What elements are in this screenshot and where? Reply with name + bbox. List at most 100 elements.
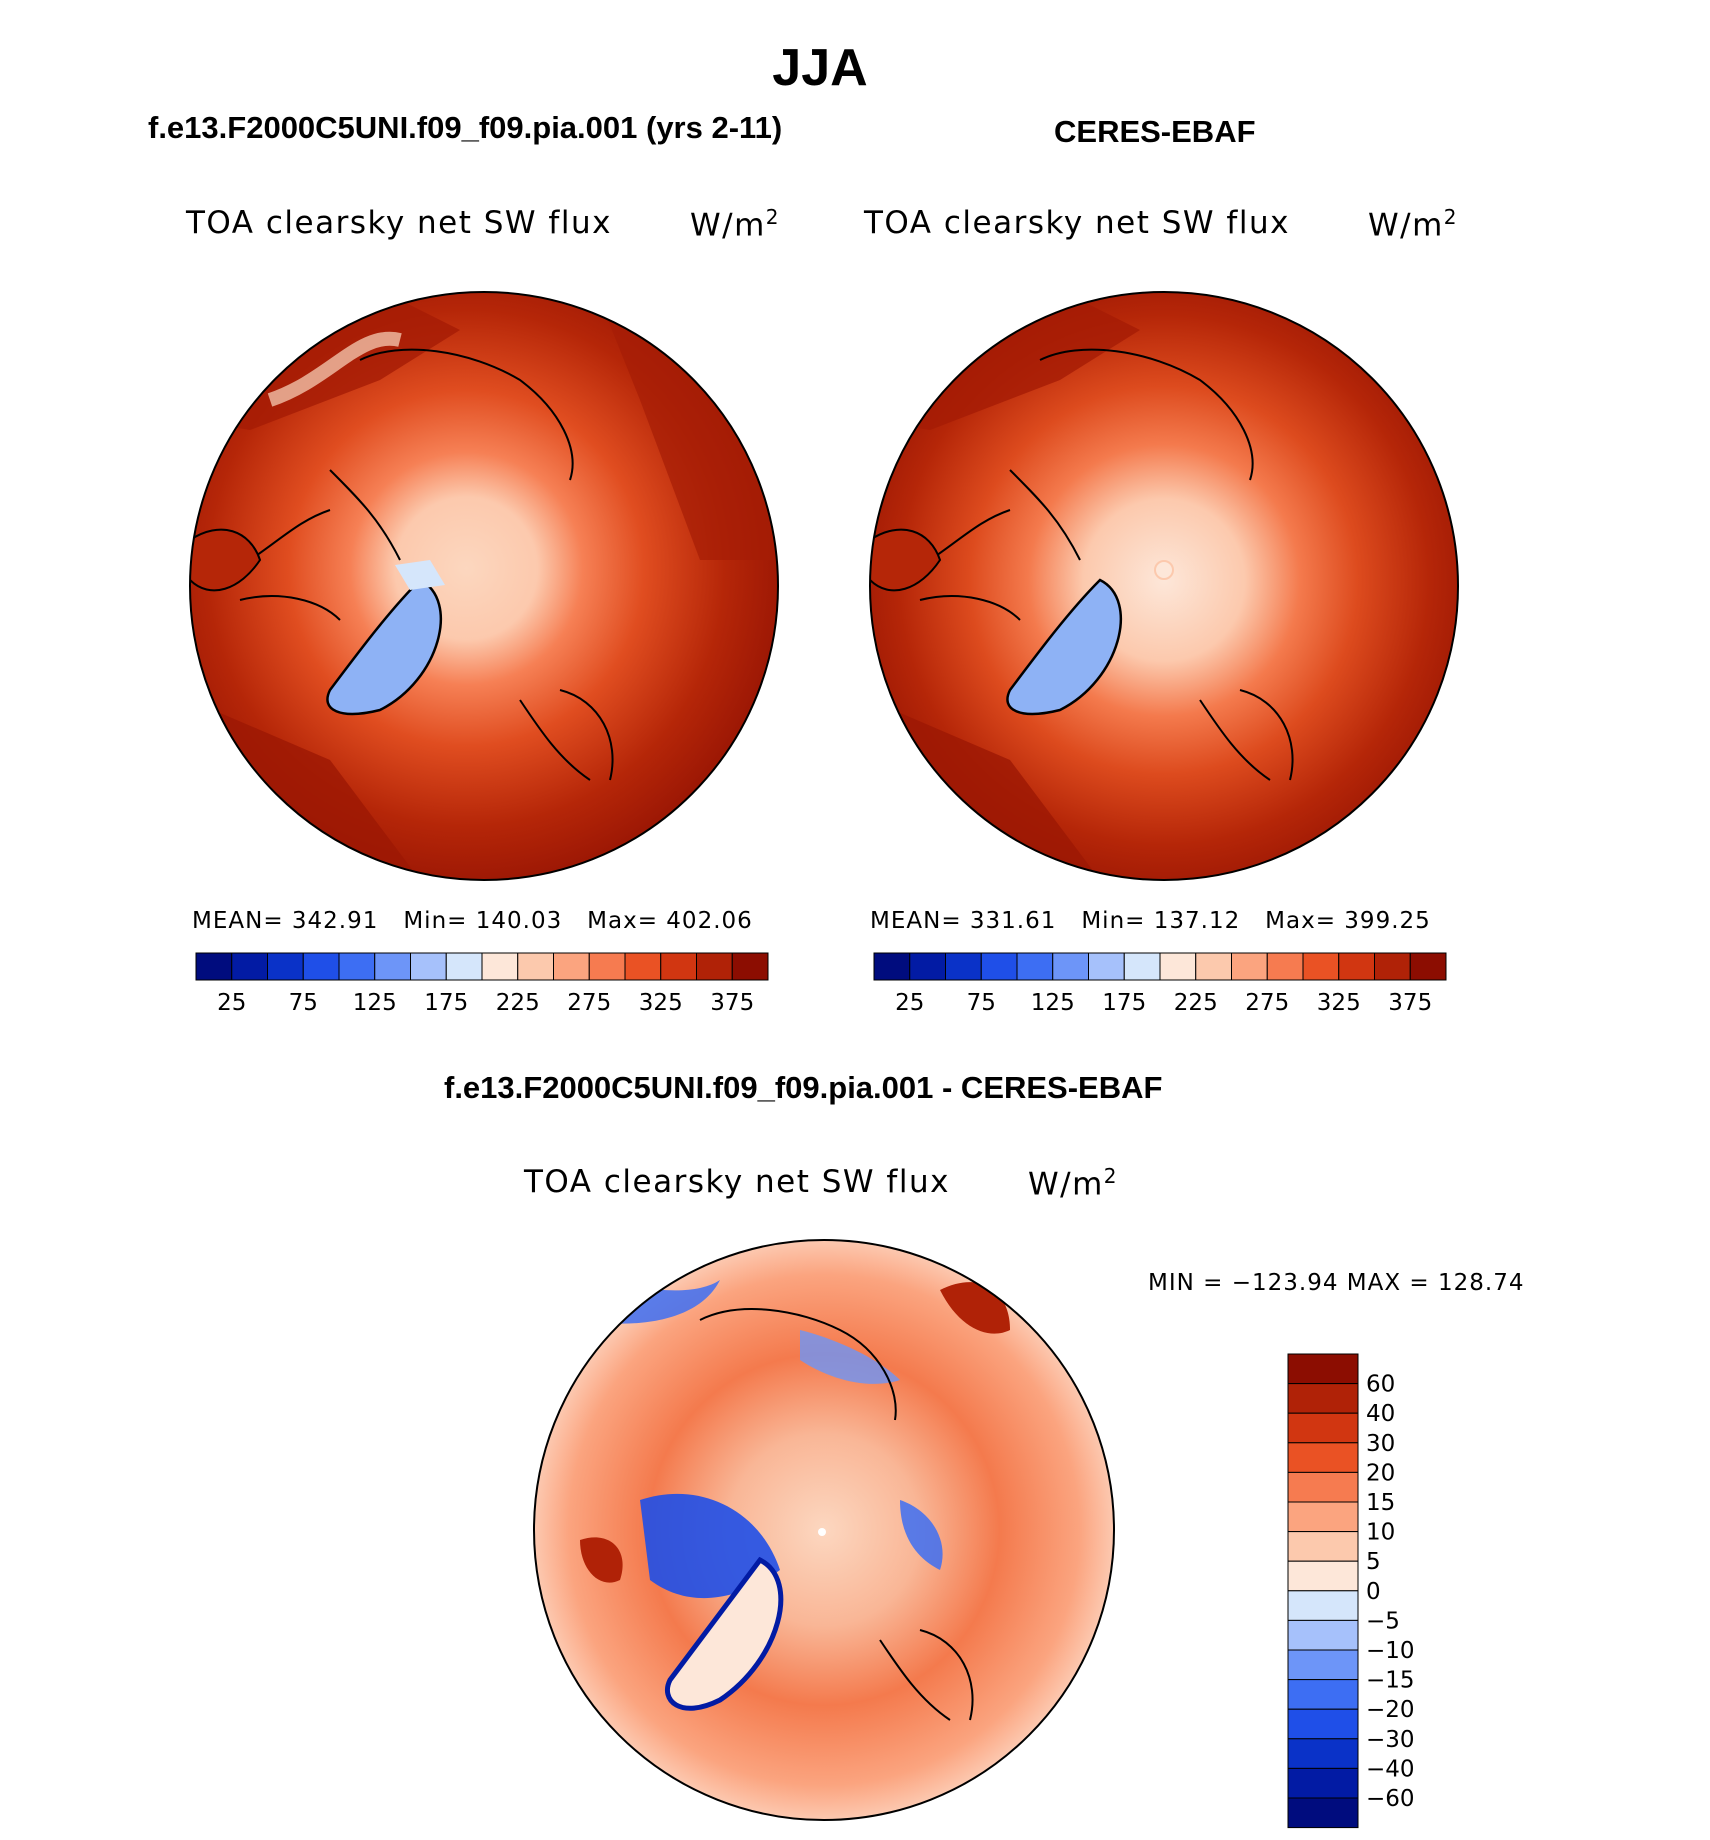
colorbar-diff-swatch bbox=[1287, 1501, 1359, 1533]
colorbar-obs-swatch bbox=[1302, 952, 1340, 981]
colorbar-diff-tick-label: 60 bbox=[1366, 1372, 1395, 1398]
panel-obs-units: W/m2 bbox=[1368, 205, 1459, 244]
panel-model-stats: MEAN= 342.91 Min= 140.03 Max= 402.06 bbox=[192, 908, 753, 934]
colorbar-model-swatch bbox=[517, 952, 554, 981]
colorbar-model: 25 75 125 175 225 275 325 375 bbox=[195, 952, 769, 1016]
colorbar-diff-tick-label: 0 bbox=[1366, 1579, 1381, 1605]
colorbar-obs-swatch bbox=[1195, 952, 1232, 981]
diff-coast-north bbox=[699, 1308, 897, 1421]
colorbar-model-tick-label: 275 bbox=[567, 990, 611, 1016]
map-diff-border bbox=[533, 1239, 1115, 1821]
colorbar-obs-tick-label: 75 bbox=[967, 990, 996, 1016]
diff-coast-scandinavia bbox=[879, 1629, 974, 1721]
colorbar-model-swatch bbox=[410, 952, 447, 981]
obs-greenland-ice bbox=[1007, 580, 1121, 714]
colorbar-obs-swatch bbox=[945, 952, 982, 981]
colorbar-diff-tick-label: −20 bbox=[1366, 1697, 1415, 1723]
map-obs-disc bbox=[870, 292, 1458, 880]
colorbar-obs-swatch bbox=[909, 952, 946, 981]
colorbar-obs-swatch bbox=[1231, 952, 1268, 981]
diff-case-title: f.e13.F2000C5UNI.f09_f09.pia.001 - CERES… bbox=[444, 1070, 1163, 1105]
colorbar-diff-swatch bbox=[1287, 1383, 1359, 1414]
colorbar-obs-swatch bbox=[1159, 952, 1197, 981]
colorbar-obs-tick-label: 25 bbox=[895, 990, 924, 1016]
colorbar-obs-swatch bbox=[1374, 952, 1411, 981]
colorbar-diff-swatch bbox=[1287, 1619, 1359, 1651]
colorbar-diff-swatch bbox=[1287, 1797, 1359, 1829]
colorbar-model-swatch bbox=[302, 952, 340, 981]
colorbar-diff-swatch bbox=[1287, 1353, 1359, 1385]
panel-model-variable-label: TOA clearsky net SW flux bbox=[186, 205, 612, 241]
colorbar-obs-swatch bbox=[873, 952, 911, 981]
colorbar-diff-tick-label: 10 bbox=[1366, 1520, 1395, 1546]
colorbar-model-swatch bbox=[624, 952, 662, 981]
colorbar-obs-tick-label: 325 bbox=[1317, 990, 1361, 1016]
colorbar-diff-swatch bbox=[1287, 1560, 1359, 1592]
colorbar-diff-swatch bbox=[1287, 1471, 1359, 1503]
colorbar-model-swatch bbox=[445, 952, 483, 981]
panel-obs-stats: MEAN= 331.61 Min= 137.12 Max= 399.25 bbox=[870, 908, 1431, 934]
diff-red-alaska bbox=[580, 1537, 623, 1583]
map-model-disc bbox=[190, 292, 778, 880]
colorbar-diff-swatch bbox=[1287, 1649, 1359, 1681]
colorbar-diff-swatch bbox=[1287, 1442, 1359, 1473]
colorbar-model-swatch bbox=[731, 952, 769, 981]
model-coast-scandinavia bbox=[519, 689, 614, 781]
colorbar-diff-tick-label: −10 bbox=[1366, 1638, 1415, 1664]
model-coast-north bbox=[359, 348, 574, 481]
colorbar-model-tick-label: 25 bbox=[217, 990, 246, 1016]
diff-units: W/m2 bbox=[1028, 1164, 1119, 1203]
obs-coast-north bbox=[1039, 348, 1254, 481]
diff-blue-canada bbox=[640, 1493, 780, 1599]
colorbar-diff-tick-label: −15 bbox=[1366, 1668, 1415, 1694]
colorbar-obs-tick-label: 175 bbox=[1102, 990, 1146, 1016]
colorbar-obs-tick-label: 275 bbox=[1245, 990, 1289, 1016]
obs-greenland-coast bbox=[1006, 578, 1123, 716]
colorbar-obs-tick-label: 375 bbox=[1388, 990, 1432, 1016]
model-greenland-coast bbox=[326, 578, 443, 716]
colorbar-diff-tick-label: 30 bbox=[1366, 1431, 1395, 1457]
model-bering-band bbox=[267, 331, 402, 407]
colorbar-diff-tick-label: −40 bbox=[1366, 1756, 1415, 1782]
colorbar-model-tick-label: 325 bbox=[639, 990, 683, 1016]
colorbar-diff-tick-label: −60 bbox=[1366, 1786, 1415, 1812]
colorbar-obs-swatch bbox=[980, 952, 1018, 981]
colorbar-obs-swatch bbox=[1266, 952, 1304, 981]
colorbar-diff-tick-label: −30 bbox=[1366, 1727, 1415, 1753]
map-diff bbox=[533, 1239, 1115, 1821]
colorbar-model-swatch bbox=[553, 952, 590, 981]
diff-blue-barents bbox=[900, 1500, 943, 1570]
panel-model-case-title: f.e13.F2000C5UNI.f09_f09.pia.001 (yrs 2-… bbox=[148, 110, 783, 145]
map-obs-border bbox=[869, 291, 1459, 881]
colorbar-model-swatch bbox=[267, 952, 304, 981]
colorbar-diff: 60 40 30 20 15 10 5 0 −5 −10 −15 −20 −30 −40 −60 bbox=[1287, 1353, 1415, 1829]
model-ice-cap bbox=[395, 560, 445, 590]
colorbar-diff-tick-label: 5 bbox=[1366, 1549, 1381, 1575]
colorbar-obs-swatch bbox=[1409, 952, 1447, 981]
colorbar-diff-swatch bbox=[1287, 1590, 1359, 1621]
colorbar-obs-swatch bbox=[1016, 952, 1054, 981]
colorbar-obs-swatch bbox=[1088, 952, 1125, 981]
colorbar-model-swatch bbox=[231, 952, 268, 981]
colorbar-obs-tick-label: 225 bbox=[1174, 990, 1218, 1016]
map-model bbox=[189, 291, 779, 881]
colorbar-obs-swatch bbox=[1123, 952, 1161, 981]
colorbar-model-swatch bbox=[338, 952, 376, 981]
model-greenland-ice bbox=[327, 580, 441, 714]
panel-obs-case-title: CERES-EBAF bbox=[1054, 114, 1256, 149]
colorbar-diff-tick-label: 15 bbox=[1366, 1490, 1395, 1516]
model-alaska bbox=[190, 528, 262, 592]
colorbar-diff-swatch bbox=[1287, 1708, 1359, 1740]
colorbar-model-swatch bbox=[481, 952, 519, 981]
diff-greenland bbox=[665, 1556, 784, 1711]
panel-obs-variable-label: TOA clearsky net SW flux bbox=[864, 205, 1290, 241]
colorbar-diff-swatch bbox=[1287, 1679, 1359, 1710]
colorbar-model-swatch bbox=[374, 952, 411, 981]
diff-variable-label: TOA clearsky net SW flux bbox=[524, 1164, 950, 1200]
colorbar-model-swatch bbox=[660, 952, 697, 981]
diff-minmax-label: MIN = −123.94 MAX = 128.74 bbox=[1148, 1270, 1525, 1296]
colorbar-diff-swatch bbox=[1287, 1738, 1359, 1769]
colorbar-model-swatch bbox=[588, 952, 626, 981]
colorbar-obs-swatch bbox=[1338, 952, 1375, 981]
